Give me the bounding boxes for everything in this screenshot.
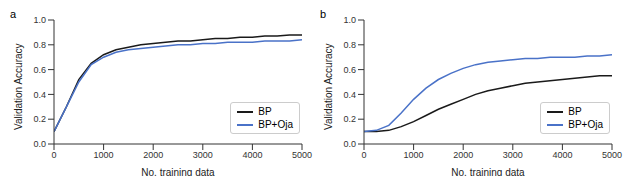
svg-text:3000: 3000 — [193, 150, 213, 160]
svg-text:0: 0 — [361, 150, 366, 160]
svg-text:4000: 4000 — [242, 150, 262, 160]
svg-text:No. training data: No. training data — [451, 167, 525, 176]
svg-text:0.8: 0.8 — [33, 40, 46, 50]
html-text:b: b — [320, 8, 327, 20]
svg-text:0.6: 0.6 — [343, 65, 356, 75]
svg-text:0.0: 0.0 — [343, 139, 356, 149]
svg-text:0.2: 0.2 — [343, 114, 356, 124]
html-text:a: a — [10, 8, 17, 20]
svg-text:1.0: 1.0 — [33, 15, 46, 25]
html-text:BP: BP — [568, 106, 582, 117]
svg-text:5000: 5000 — [292, 150, 312, 160]
svg-text:2000: 2000 — [453, 150, 473, 160]
svg-text:4000: 4000 — [552, 150, 572, 160]
svg-text:No. training data: No. training data — [141, 167, 215, 176]
svg-text:2000: 2000 — [143, 150, 163, 160]
svg-text:Validation Accuracy: Validation Accuracy — [13, 43, 24, 130]
svg-text:0.8: 0.8 — [343, 40, 356, 50]
html-text:BP+Oja: BP+Oja — [258, 119, 293, 130]
html-text:BP: BP — [258, 106, 272, 117]
svg-text:1.0: 1.0 — [343, 15, 356, 25]
svg-text:Validation Accuracy: Validation Accuracy — [323, 43, 334, 130]
svg-text:0: 0 — [51, 150, 56, 160]
svg-text:5000: 5000 — [602, 150, 622, 160]
svg-text:0.0: 0.0 — [33, 139, 46, 149]
html-text:BP+Oja: BP+Oja — [568, 119, 603, 130]
svg-text:0.6: 0.6 — [33, 65, 46, 75]
svg-text:1000: 1000 — [94, 150, 114, 160]
svg-text:0.2: 0.2 — [33, 114, 46, 124]
svg-text:0.4: 0.4 — [343, 90, 356, 100]
svg-text:3000: 3000 — [503, 150, 523, 160]
svg-text:1000: 1000 — [404, 150, 424, 160]
svg-text:0.4: 0.4 — [33, 90, 46, 100]
